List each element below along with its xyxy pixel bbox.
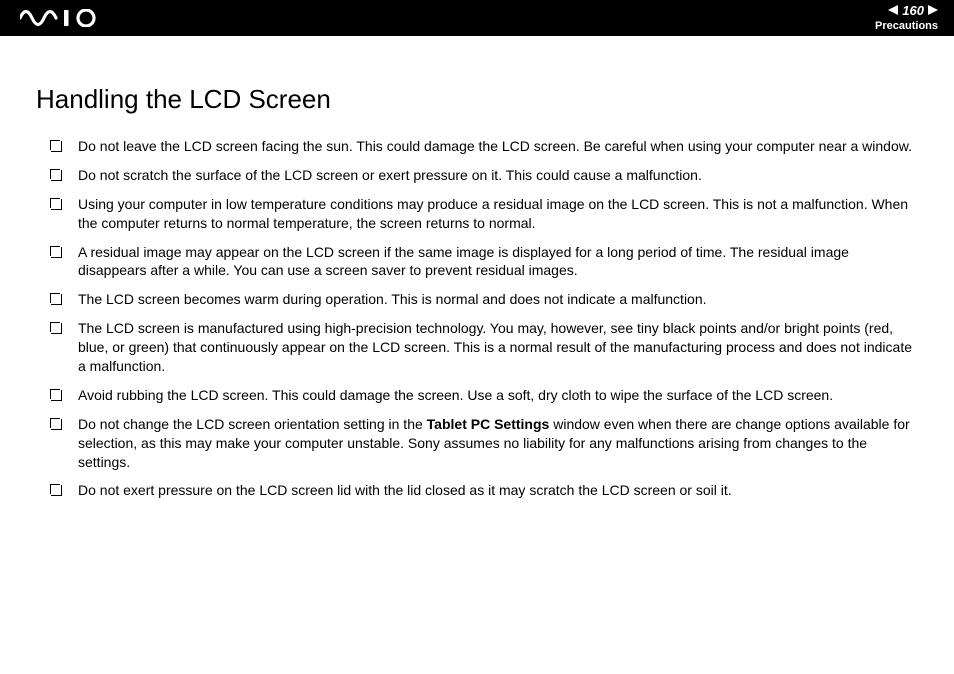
- list-item: The LCD screen becomes warm during opera…: [50, 290, 918, 309]
- list-item: Do not exert pressure on the LCD screen …: [50, 481, 918, 500]
- list-item-text: Do not scratch the surface of the LCD sc…: [78, 167, 702, 183]
- list-item-text: Do not leave the LCD screen facing the s…: [78, 138, 912, 154]
- bullet-icon: [50, 140, 60, 150]
- list-item-text: Do not exert pressure on the LCD screen …: [78, 482, 732, 498]
- bullet-icon: [50, 293, 60, 303]
- list-item-text: The LCD screen is manufactured using hig…: [78, 320, 912, 374]
- list-item-text: Using your computer in low temperature c…: [78, 196, 908, 231]
- vaio-logo: [20, 9, 106, 27]
- list-item-text: Do not change the LCD screen orientation…: [78, 416, 910, 470]
- list-item-text: A residual image may appear on the LCD s…: [78, 244, 849, 279]
- arrow-right-icon[interactable]: [928, 4, 938, 18]
- bullet-icon: [50, 198, 60, 208]
- list-item: The LCD screen is manufactured using hig…: [50, 319, 918, 376]
- list-item: Using your computer in low temperature c…: [50, 195, 918, 233]
- list-item: Do not scratch the surface of the LCD sc…: [50, 166, 918, 185]
- section-label: Precautions: [875, 20, 938, 32]
- list-item: Do not change the LCD screen orientation…: [50, 415, 918, 472]
- arrow-left-icon[interactable]: [888, 4, 898, 18]
- list-item-text: Avoid rubbing the LCD screen. This could…: [78, 387, 833, 403]
- page-number: 160: [902, 4, 924, 18]
- bullet-icon: [50, 322, 60, 332]
- bullet-icon: [50, 246, 60, 256]
- bullet-icon: [50, 484, 60, 494]
- page-header: 160 Precautions: [0, 0, 954, 36]
- list-item-text: The LCD screen becomes warm during opera…: [78, 291, 707, 307]
- list-item: A residual image may appear on the LCD s…: [50, 243, 918, 281]
- bullet-list: Do not leave the LCD screen facing the s…: [36, 137, 918, 500]
- header-right: 160 Precautions: [875, 4, 938, 31]
- bullet-icon: [50, 169, 60, 179]
- bullet-icon: [50, 389, 60, 399]
- list-item: Avoid rubbing the LCD screen. This could…: [50, 386, 918, 405]
- bullet-icon: [50, 418, 60, 428]
- content-title: Handling the LCD Screen: [36, 84, 918, 115]
- page-content: Handling the LCD Screen Do not leave the…: [0, 36, 954, 500]
- vaio-logo-svg: [20, 9, 106, 27]
- page-nav: 160: [888, 4, 938, 18]
- list-item: Do not leave the LCD screen facing the s…: [50, 137, 918, 156]
